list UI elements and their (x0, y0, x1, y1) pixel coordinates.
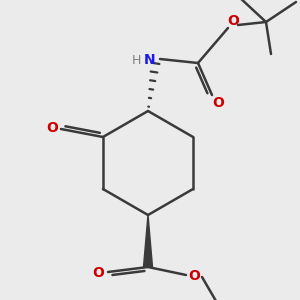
Text: O: O (227, 14, 239, 28)
Text: H: H (131, 55, 141, 68)
Text: O: O (212, 96, 224, 110)
Polygon shape (143, 215, 152, 267)
Text: O: O (92, 266, 104, 280)
Text: O: O (46, 121, 58, 135)
Text: O: O (188, 269, 200, 283)
Text: N: N (144, 53, 156, 67)
